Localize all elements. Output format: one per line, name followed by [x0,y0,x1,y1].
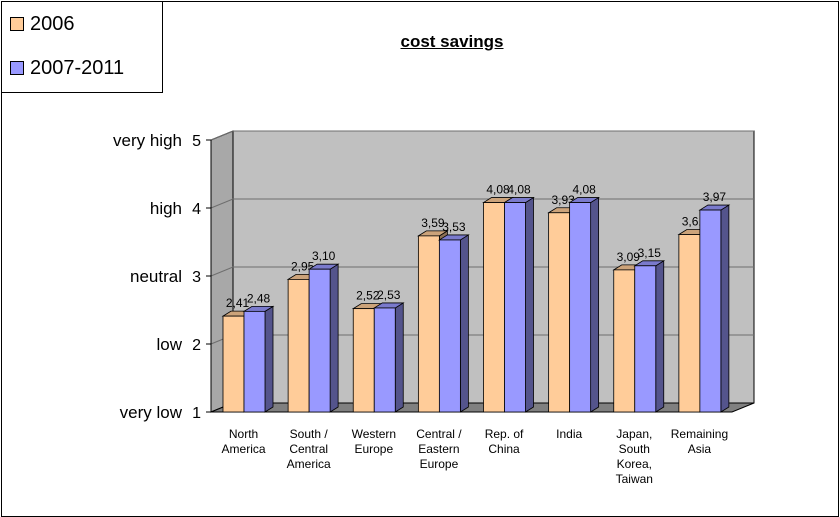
x-tick-label: Rep. of [485,427,524,441]
bar-2007-2011-5 [569,202,592,413]
bar-2007-2011-6-side [655,260,665,413]
chart-title: cost savings [400,32,504,51]
x-tick-label: Japan, [616,427,652,441]
data-label: 3,10 [312,249,336,263]
data-label: 2,41 [226,296,250,310]
y-tick-label: very high [113,131,182,150]
x-tick-label: America [287,457,331,471]
data-label: 2,53 [377,288,401,302]
bar-2007-2011-6 [634,265,657,413]
gridline [210,130,754,141]
x-tick-label: America [222,442,266,456]
bar-2007-2011-2 [373,307,396,413]
bar-2006-4 [483,202,505,413]
data-label: 4,08 [507,183,531,197]
legend-label-2007-2011: 2007-2011 [30,56,125,79]
legend: 2006 2007-2011 [2,2,163,93]
data-label: 2,95 [291,259,315,273]
x-tick-label: Taiwan [616,472,653,486]
y-tick-label: very low [120,403,183,422]
y-tick-number: 5 [192,133,201,150]
x-tick-label: Central / [416,427,462,441]
bar-2006-5 [548,212,571,413]
y-tick-number: 3 [192,269,201,286]
legend-swatch-2007-2011 [10,61,24,75]
x-tick-label: South [619,442,650,456]
bar-2007-2011-1-side [329,263,339,413]
bar-2006-1 [287,278,310,413]
y-tick-label: neutral [130,267,182,286]
bar-2007-2011-7-side [720,204,730,413]
x-tick-label: Europe [420,457,459,471]
bar-2006-6 [613,269,636,413]
data-label: 3,97 [703,190,727,204]
data-label: 3,15 [638,246,662,260]
data-label: 3,59 [421,216,445,230]
y-tick-label: low [156,335,182,354]
data-label: 2,48 [247,291,271,305]
bar-2006-3 [417,235,440,413]
bar-2006-7 [678,234,701,413]
legend-item-2006: 2006 [10,12,75,36]
bar-2007-2011-3 [438,239,461,413]
legend-item-2007-2011: 2007-2011 [10,56,124,80]
bar-2007-2011-2-side [394,302,404,413]
bar-2007-2011-4-side [525,196,534,413]
bar-2007-2011-1 [308,268,331,413]
x-tick-label: India [556,427,582,441]
bar-2006-0 [222,315,245,413]
bar-2007-2011-3-side [459,234,469,413]
bar-2007-2011-7 [699,209,722,413]
x-tick-label: Korea, [617,457,652,471]
data-label: 4,08 [486,183,510,197]
bar-2006-2 [352,308,375,413]
y-tick-label: high [150,199,182,218]
legend-label-2006: 2006 [30,12,75,35]
x-tick-label: South / [290,427,329,441]
bar-2007-2011-5-side [590,196,600,413]
x-tick-label: Asia [688,442,712,456]
legend-swatch-2006 [10,17,24,31]
x-tick-label: Remaining [671,427,728,441]
x-tick-label: North [229,427,258,441]
data-label: 4,08 [572,183,596,197]
y-tick-number: 2 [192,337,201,354]
data-label: 2,52 [356,289,380,303]
data-label: 3,61 [682,215,706,229]
y-tick-number: 4 [192,201,201,218]
bar-2007-2011-0-side [264,305,274,413]
bar-2007-2011-0 [243,310,266,413]
data-label: 3,93 [551,193,575,207]
x-tick-label: Western [352,427,396,441]
x-tick-label: Europe [354,442,393,456]
data-label: 3,09 [617,250,641,264]
bar-2007-2011-4 [504,202,526,413]
x-tick-label: Eastern [418,442,459,456]
x-tick-label: China [488,442,520,456]
y-tick-number: 1 [192,405,201,422]
data-label: 3,53 [442,220,466,234]
x-tick-label: Central [289,442,328,456]
